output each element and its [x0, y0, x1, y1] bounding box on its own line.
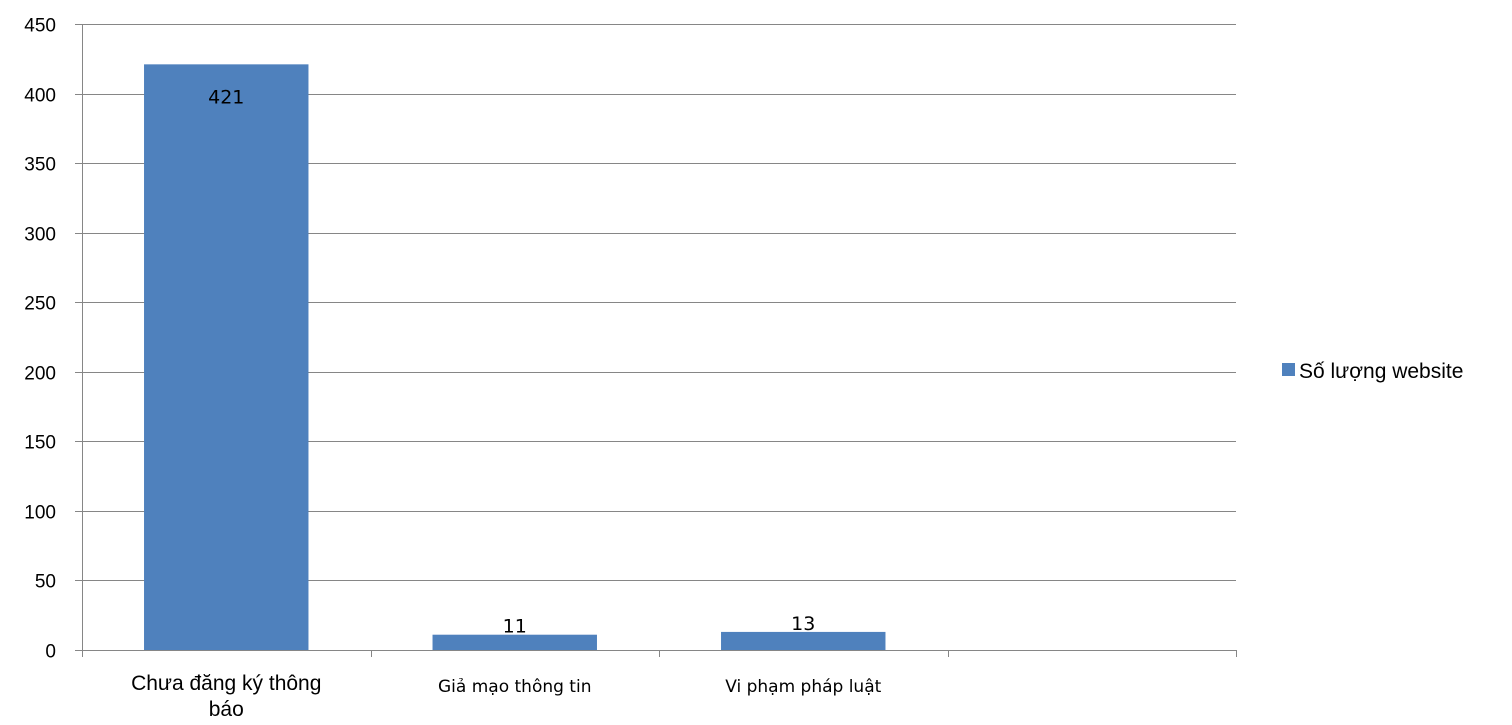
bar	[144, 64, 309, 650]
y-tick-label: 150	[24, 433, 56, 454]
data-label: 13	[791, 613, 815, 635]
bar	[721, 631, 886, 650]
y-tick-label: 450	[24, 16, 56, 37]
x-category-label: Chưa đăng ký thông báo	[131, 672, 321, 721]
y-tick-label: 0	[45, 642, 56, 663]
bar	[432, 634, 597, 650]
y-tick-label: 350	[24, 155, 56, 176]
y-tick-label: 400	[24, 86, 56, 107]
y-axis-ticks: 0 50 100 150 200 250 300 350 400 450	[24, 16, 82, 663]
legend-swatch-series-1	[1282, 363, 1295, 376]
y-tick-label: 300	[24, 225, 56, 246]
y-tick-label: 50	[35, 572, 56, 593]
y-tick-label: 100	[24, 503, 56, 524]
x-category-label: Giả mạo thông tin	[438, 677, 591, 697]
y-tick-label: 200	[24, 364, 56, 385]
data-label: 11	[503, 616, 527, 638]
legend: Số lượng website	[1282, 360, 1463, 383]
axes	[82, 24, 1237, 657]
x-category-label: Vi phạm pháp luật	[725, 677, 881, 697]
bars	[144, 64, 886, 650]
y-tick-label: 250	[24, 294, 56, 315]
x-axis-categories: Chưa đăng ký thông báo Giả mạo thông tin Vi…	[131, 672, 882, 721]
data-label: 421	[208, 86, 244, 108]
data-labels: 421 11 13	[208, 86, 815, 637]
legend-label-series-1: Số lượng website	[1299, 360, 1463, 383]
